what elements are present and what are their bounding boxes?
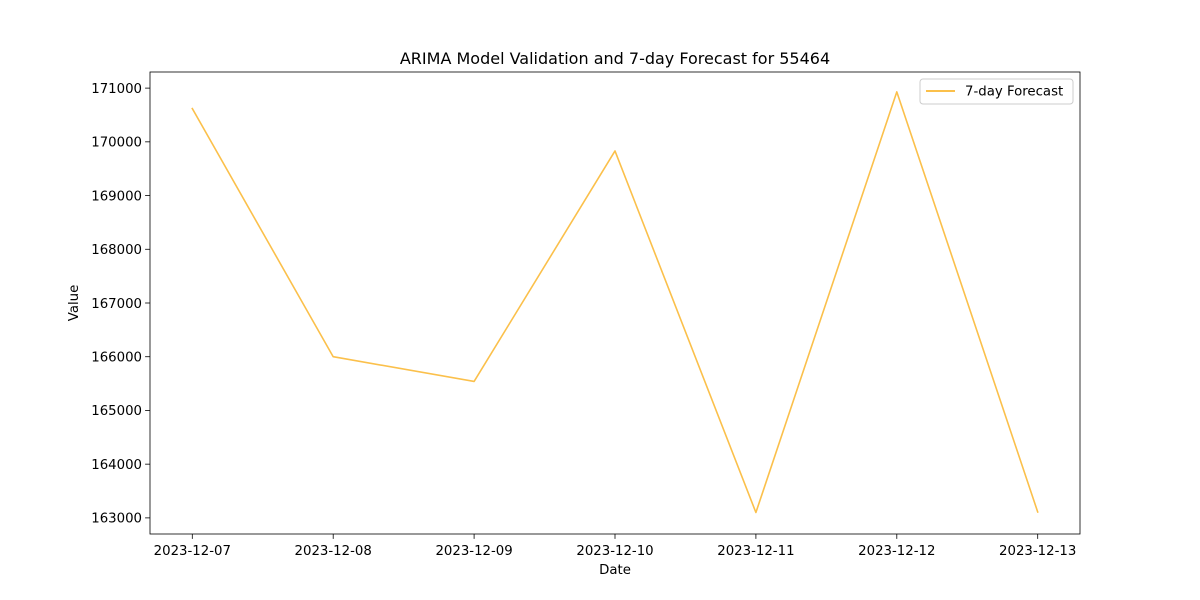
y-tick-label: 167000 <box>91 297 142 312</box>
legend: 7-day Forecast <box>919 78 1074 105</box>
y-tick-label: 166000 <box>91 351 142 366</box>
data-point <box>896 91 898 93</box>
x-tick-label: 2023-12-08 <box>295 544 372 559</box>
data-point <box>614 150 616 152</box>
legend-label: 7-day Forecast <box>965 85 1063 100</box>
x-tick-label: 2023-12-10 <box>576 544 653 559</box>
chart-title: ARIMA Model Validation and 7-day Forecas… <box>400 49 830 68</box>
x-tick-label: 2023-12-13 <box>999 544 1076 559</box>
y-tick-label: 168000 <box>91 243 142 258</box>
y-tick-label: 170000 <box>91 136 142 151</box>
data-point <box>1037 511 1039 513</box>
legend-box <box>919 78 1074 105</box>
data-point <box>755 512 757 514</box>
y-tick-label: 165000 <box>91 404 142 419</box>
x-tick-label: 2023-12-07 <box>154 544 231 559</box>
x-tick-label: 2023-12-11 <box>717 544 794 559</box>
y-tick-label: 164000 <box>91 458 142 473</box>
data-point <box>191 108 193 110</box>
x-tick-label: 2023-12-12 <box>858 544 935 559</box>
y-tick-label: 163000 <box>91 512 142 527</box>
y-tick-label: 171000 <box>91 82 142 97</box>
data-point <box>473 380 475 382</box>
plot-area: 2023-12-07 2023-12-08 2023-12-09 2023-12-10… <box>91 71 1081 559</box>
series-line-7-day-forecast <box>191 91 1039 514</box>
data-point <box>332 356 334 358</box>
y-tick-label: 169000 <box>91 189 142 204</box>
x-tick-label: 2023-12-09 <box>435 544 512 559</box>
y-axis-label: Value <box>67 285 82 322</box>
x-axis-label: Date <box>599 563 631 578</box>
